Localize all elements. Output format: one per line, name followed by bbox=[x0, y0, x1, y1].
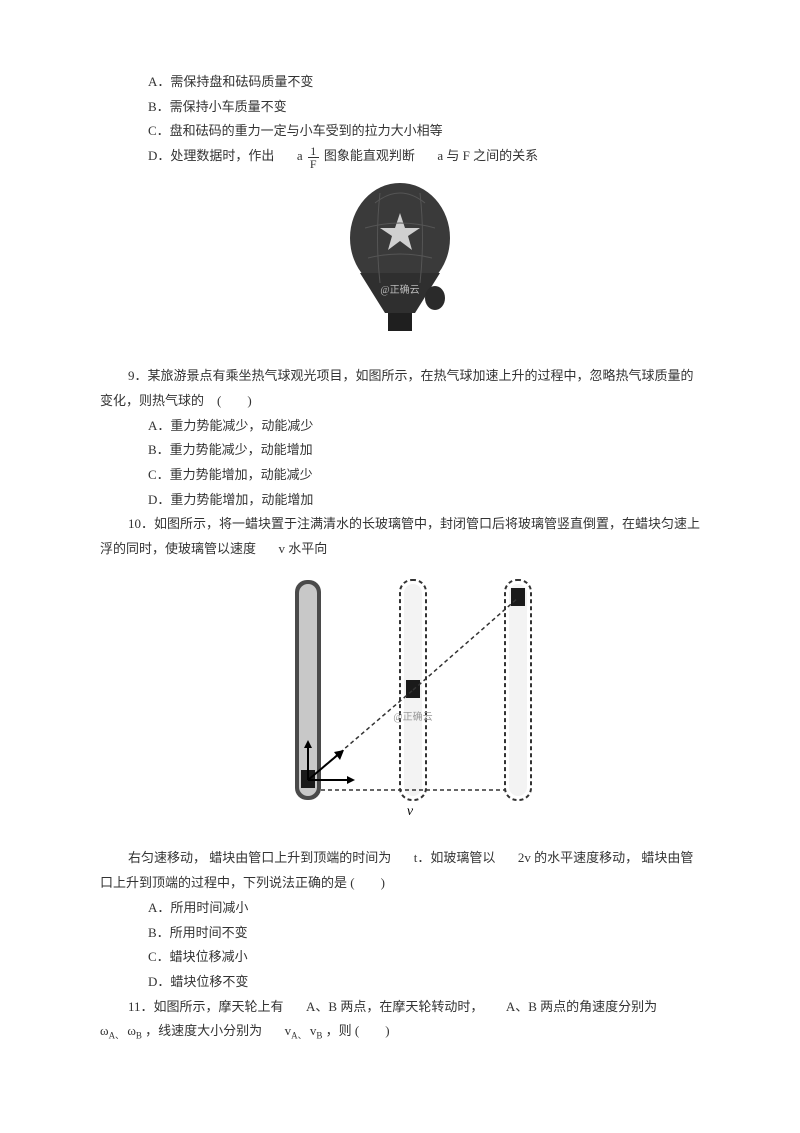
q11-va-sub: A、 bbox=[291, 1031, 307, 1041]
balloon-watermark: @正确云 bbox=[380, 283, 419, 296]
q10-option-a: A．所用时间减小 bbox=[100, 896, 700, 921]
tubes-figure: @正确云 v bbox=[100, 570, 700, 839]
q10-text-2: 右匀速移动， 蜡块由管口上升到顶端的时间为 t．如玻璃管以 2v 的水平速度移动… bbox=[100, 846, 700, 895]
q11-wb: ω bbox=[127, 1023, 136, 1038]
q10-option-c: C．蜡块位移减小 bbox=[100, 945, 700, 970]
q11-wa: ω bbox=[100, 1023, 109, 1038]
q8-option-b: B．需保持小车质量不变 bbox=[100, 95, 700, 120]
q9-option-d: D．重力势能增加，动能增加 bbox=[100, 488, 700, 513]
q8-d-fraction: 1 F bbox=[308, 145, 319, 170]
q9-option-b: B．重力势能减少，动能增加 bbox=[100, 438, 700, 463]
q8-option-a: A．需保持盘和砝码质量不变 bbox=[100, 70, 700, 95]
q8-d-pre: D．处理数据时，作出 bbox=[148, 148, 274, 163]
q8-d-mid: 图象能直观判断 bbox=[324, 148, 415, 163]
q8-option-d: D．处理数据时，作出 a 1 F 图象能直观判断 a 与 F 之间的关系 bbox=[100, 144, 700, 170]
q8-option-c: C．盘和砝码的重力一定与小车受到的拉力大小相等 bbox=[100, 119, 700, 144]
q11-line2: ，线速度大小分别为 bbox=[145, 1023, 262, 1038]
q11-tail: ，则 ( ) bbox=[326, 1023, 390, 1038]
tubes-svg: @正确云 v bbox=[250, 570, 550, 830]
q11-wb-sub: B bbox=[136, 1031, 142, 1041]
q11-ab2: A、B 两点的角速度分别为 bbox=[506, 999, 657, 1014]
q11-ab1: A、B 两点，在摩天轮转动时， bbox=[306, 999, 483, 1014]
balloon-figure: @正确云 bbox=[100, 178, 700, 357]
q11-wa-sub: A、 bbox=[109, 1031, 125, 1041]
q9-option-a: A．重力势能减少，动能减少 bbox=[100, 414, 700, 439]
q10-text-1: 10．如图所示，将一蜡块置于注满清水的长玻璃管中，封闭管口后将玻璃管竖直倒置，在… bbox=[100, 512, 700, 561]
q8-d-a2: a 与 F 之间的关系 bbox=[437, 148, 538, 163]
q11-vb-sub: B bbox=[316, 1031, 322, 1041]
q10-l2a: 右匀速移动， 蜡块由管口上升到顶端的时间为 bbox=[128, 850, 391, 865]
tubes-v-label: v bbox=[407, 804, 414, 819]
q8-d-num: 1 bbox=[308, 145, 319, 158]
q10-v: v 水平向 bbox=[279, 541, 328, 556]
q9-option-c: C．重力势能增加，动能减少 bbox=[100, 463, 700, 488]
q10-l2b: t．如玻璃管以 bbox=[414, 850, 496, 865]
q10-line1: 10．如图所示，将一蜡块置于注满清水的长玻璃管中，封闭管口后将玻璃管竖直倒置，在… bbox=[100, 516, 700, 556]
q8-d-den: F bbox=[308, 158, 319, 170]
tubes-watermark: @正确云 bbox=[393, 710, 432, 723]
q11-text: 11．如图所示，摩天轮上有 A、B 两点，在摩天轮转动时， A、B 两点的角速度… bbox=[100, 995, 700, 1045]
q10-option-b: B．所用时间不变 bbox=[100, 921, 700, 946]
q11-pre: 11．如图所示，摩天轮上有 bbox=[128, 999, 284, 1014]
balloon-svg: @正确云 bbox=[320, 178, 480, 348]
q8-d-a: a bbox=[297, 148, 303, 163]
q9-text: 9．某旅游景点有乘坐热气球观光项目，如图所示，在热气球加速上升的过程中，忽略热气… bbox=[100, 364, 700, 413]
q10-option-d: D．蜡块位移不变 bbox=[100, 970, 700, 995]
